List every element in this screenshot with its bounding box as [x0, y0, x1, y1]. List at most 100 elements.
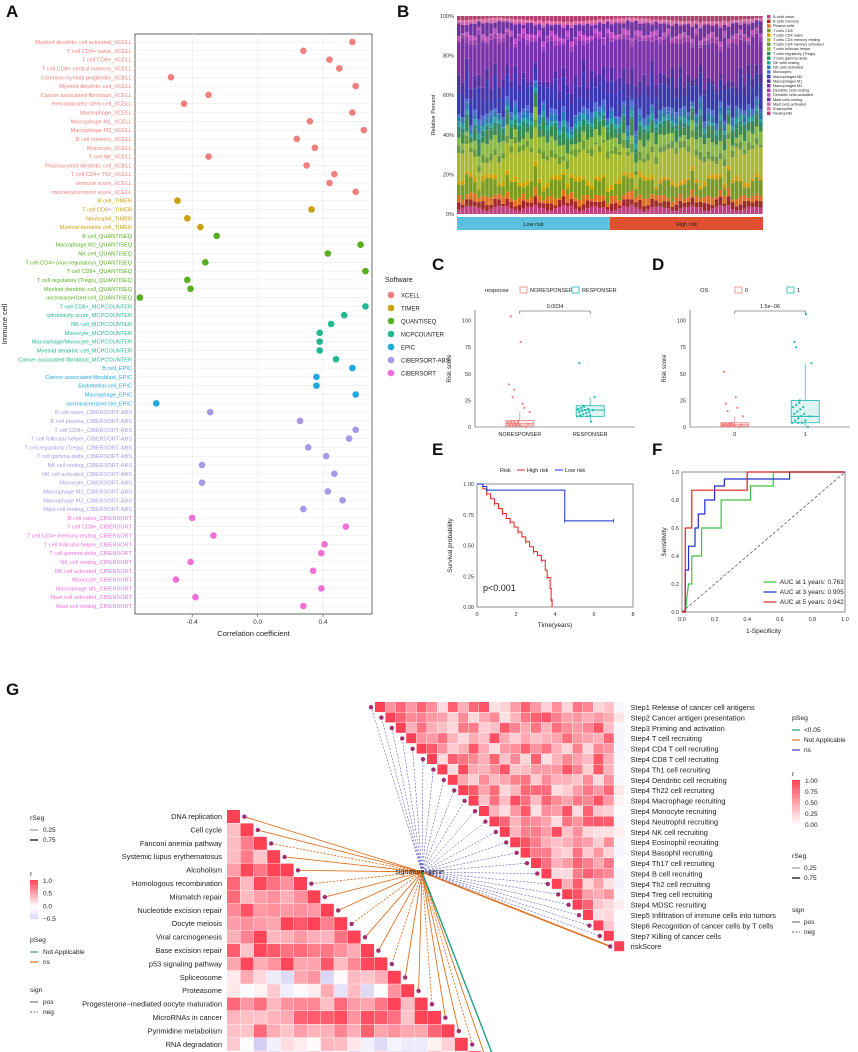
bar-segment: [493, 63, 497, 75]
bar-segment: [702, 24, 707, 38]
heatmap-cell: [551, 795, 562, 806]
bar-segment: [565, 22, 570, 26]
heatmap-cell: [468, 733, 479, 744]
bar-segment: [477, 133, 481, 139]
heatmap-cell: [437, 764, 448, 775]
bar-segment: [702, 144, 707, 157]
bar-segment: [686, 146, 691, 152]
heatmap-cell: [334, 944, 348, 957]
data-point: [741, 415, 744, 418]
legend-label: NK cells activated: [773, 66, 803, 70]
bar-segment: [686, 127, 691, 140]
bar-segment: [493, 22, 497, 29]
bar-segment: [622, 105, 626, 115]
bar-segment: [638, 80, 642, 96]
heatmap-cell: [387, 997, 401, 1011]
panel-label-g: G: [6, 680, 20, 699]
heatmap-cell: [541, 816, 552, 827]
bar-segment: [489, 174, 493, 179]
bar-segment: [710, 142, 715, 156]
bar-segment: [678, 113, 683, 117]
bar-segment: [710, 110, 715, 116]
legend-label: Mast cells activated: [773, 102, 806, 106]
heatmap-cell: [603, 764, 614, 775]
bar-segment: [750, 113, 755, 116]
bar-segment: [545, 117, 550, 122]
bar-segment: [662, 124, 666, 136]
bar-segment: [493, 194, 497, 199]
bar-segment: [457, 137, 461, 146]
heatmap-cell: [227, 1037, 240, 1051]
bar-segment: [601, 140, 606, 143]
legend-label: EPIC: [401, 346, 416, 352]
bar-segment: [746, 44, 751, 65]
heatmap-cell: [489, 754, 500, 764]
heatmap-cell: [479, 743, 489, 754]
bar-segment: [646, 205, 650, 210]
bar-segment: [581, 40, 586, 46]
bar-segment: [537, 35, 542, 38]
bar-segment: [569, 51, 574, 94]
bar-segment: [469, 45, 473, 89]
colorbar-segment: [792, 781, 800, 783]
bar-segment: [501, 152, 505, 159]
bar-segment: [678, 181, 683, 186]
data-point: [318, 585, 325, 592]
data-point: [136, 294, 144, 301]
bar-segment: [650, 152, 654, 175]
bar-segment: [481, 41, 485, 88]
bar-segment: [662, 23, 666, 33]
bar-segment: [517, 19, 522, 21]
data-point: [730, 421, 733, 424]
bar-segment: [726, 38, 731, 44]
bar-segment: [481, 39, 485, 42]
data-point: [167, 73, 175, 81]
bar-segment: [537, 85, 542, 115]
data-point: [523, 406, 526, 409]
legend-label: <0.05: [804, 727, 821, 734]
bar-segment: [702, 202, 707, 211]
bar-segment: [589, 189, 594, 199]
bar-segment: [461, 82, 465, 95]
heatmap-cell: [427, 722, 437, 733]
panel-label-b: B: [397, 2, 410, 21]
heatmap-cell: [531, 795, 541, 806]
bar-segment: [758, 20, 763, 22]
data-point: [318, 549, 325, 557]
heatmap-cell: [253, 903, 267, 917]
bar-segment: [646, 35, 650, 39]
bar-segment: [730, 117, 735, 120]
roc-line: [682, 471, 845, 613]
heatmap-cell: [307, 890, 321, 904]
bar-segment: [477, 87, 481, 120]
bar-segment: [561, 120, 566, 127]
bar-segment: [597, 73, 602, 83]
bar-segment: [682, 140, 687, 148]
bar-segment: [505, 142, 509, 171]
bar-segment: [734, 180, 739, 200]
network-link: [421, 871, 446, 1018]
bar-segment: [597, 31, 602, 36]
bar-segment: [569, 46, 574, 52]
bar-segment: [626, 192, 630, 200]
bar-segment: [473, 19, 477, 23]
bar-segment: [654, 16, 658, 20]
bar-segment: [646, 85, 650, 98]
data-point: [589, 414, 592, 417]
bar-segment: [481, 23, 485, 35]
bar-segment: [706, 124, 711, 127]
heatmap-cell: [593, 899, 604, 910]
heatmap-row-label: Mismatch repair: [169, 892, 222, 901]
bar-segment: [754, 207, 759, 214]
bar-segment: [750, 206, 755, 214]
bar-segment: [593, 111, 598, 117]
colorbar-segment: [30, 899, 38, 901]
bar-segment: [710, 123, 715, 126]
bar-segment: [634, 30, 638, 35]
bar-segment: [497, 199, 501, 207]
link-node: [376, 948, 381, 953]
heatmap-cell: [551, 743, 562, 754]
y-tick-label: 0.2: [671, 582, 679, 588]
bar-segment: [533, 119, 538, 128]
bar-segment: [569, 41, 574, 47]
